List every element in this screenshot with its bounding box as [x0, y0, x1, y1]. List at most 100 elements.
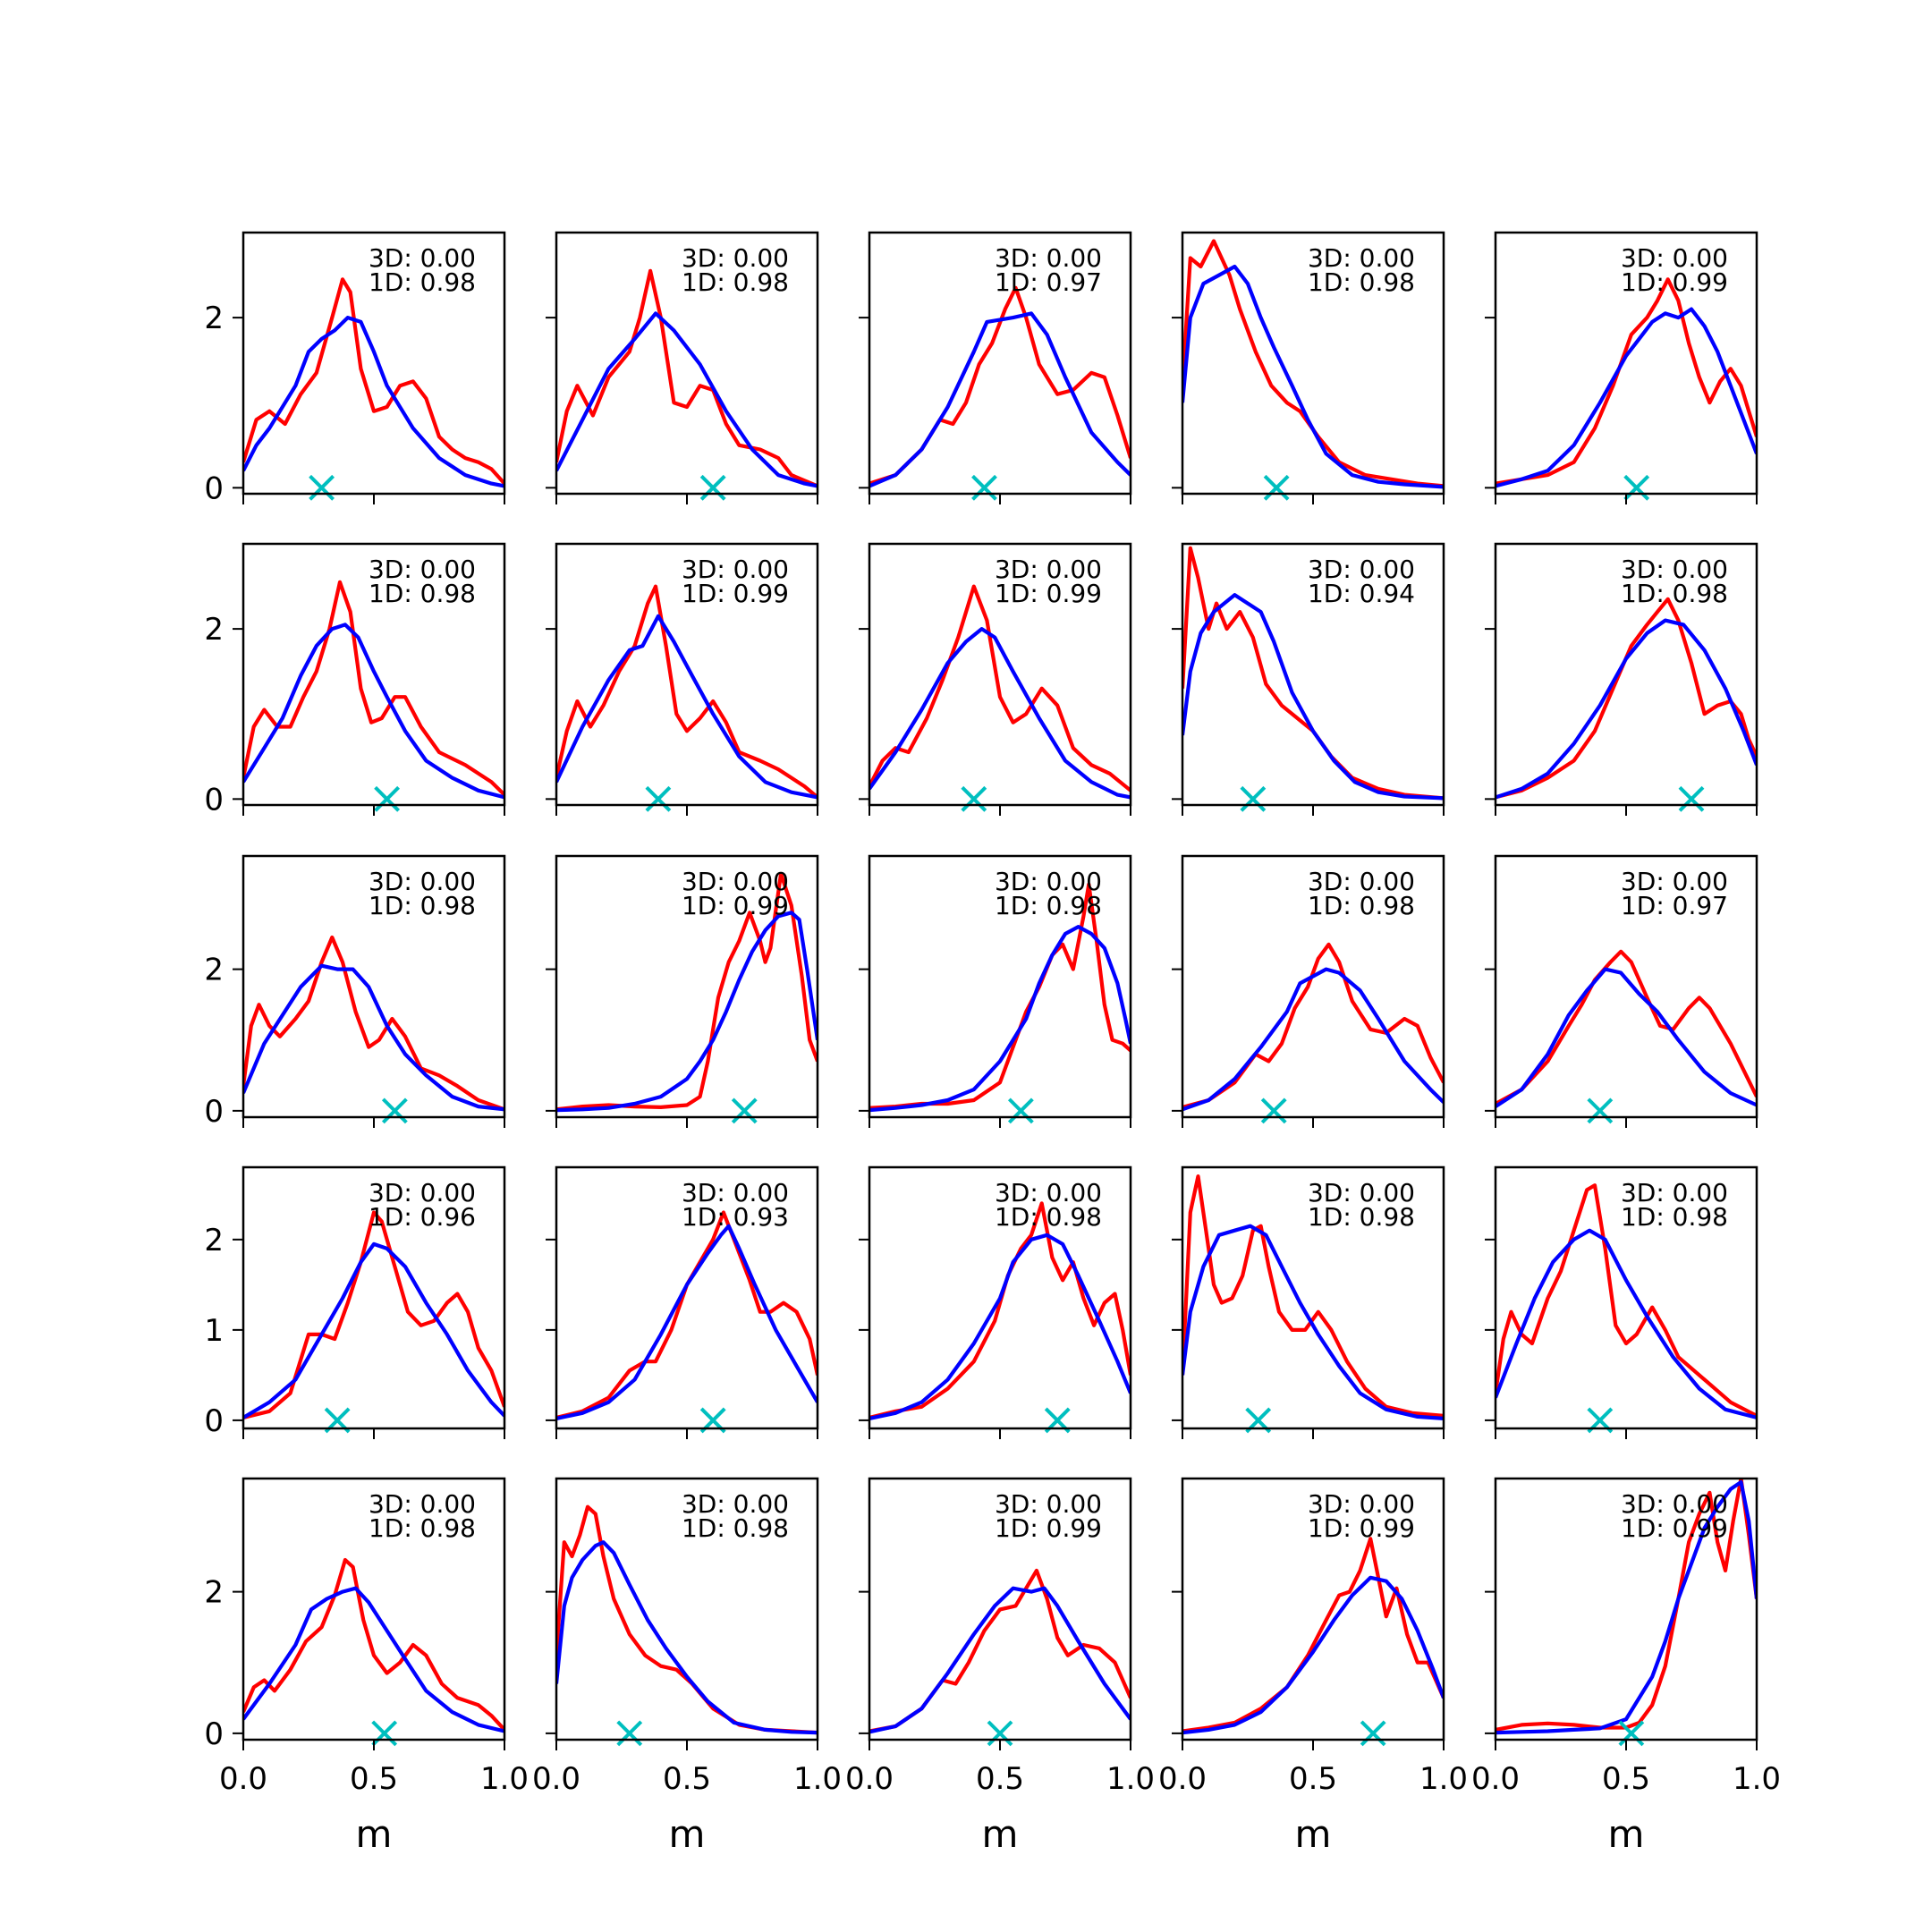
red-density-curve — [556, 584, 818, 800]
annotation-1d: 1D: 0.98 — [995, 1202, 1102, 1232]
blue-density-curve — [1496, 1479, 1757, 1735]
true-value-marker — [381, 1097, 408, 1124]
true-value-marker — [1587, 1097, 1614, 1124]
blue-density-curve — [869, 626, 1131, 800]
x-tick-label: 1.0 — [1419, 1761, 1468, 1797]
y-tick-label: 2 — [204, 1223, 224, 1258]
annotation-1d: 1D: 0.97 — [995, 267, 1102, 297]
annotation-3d: 3D: 0.00 — [682, 243, 789, 273]
blue-density-curve — [556, 614, 818, 800]
marker-stroke — [1360, 1720, 1386, 1747]
red-density-curve — [1182, 239, 1444, 488]
red-density-curve — [1182, 546, 1444, 801]
true-value-marker — [1360, 1720, 1386, 1747]
marker-stroke — [1587, 1097, 1614, 1124]
annotation-3d: 3D: 0.00 — [1308, 867, 1415, 896]
annotation-1d: 1D: 0.99 — [1621, 1513, 1728, 1543]
marker-stroke — [371, 1720, 398, 1747]
annotation-3d: 3D: 0.00 — [1621, 867, 1728, 896]
marker-stroke — [374, 785, 401, 812]
annotation-1d: 1D: 0.99 — [682, 891, 789, 920]
annotation-3d: 3D: 0.00 — [682, 1489, 789, 1519]
red-density-curve — [556, 871, 818, 1112]
y-tick-label: 2 — [204, 612, 224, 648]
true-value-marker — [1623, 474, 1650, 501]
red-density-curve — [556, 268, 818, 488]
blue-density-curve — [1182, 1575, 1444, 1735]
x-tick-label: 0.0 — [845, 1761, 894, 1797]
blue-density-curve — [1496, 1228, 1757, 1419]
marker-stroke — [1618, 1720, 1645, 1747]
red-density-curve — [1182, 1537, 1444, 1733]
x-tick-label: 0.0 — [532, 1761, 580, 1797]
annotation-1d: 1D: 0.99 — [995, 579, 1102, 608]
blue-density-curve — [1496, 967, 1757, 1108]
annotation-1d: 1D: 0.98 — [1621, 579, 1728, 608]
x-axis-label: m — [1608, 1812, 1645, 1856]
x-tick-label: 0.5 — [1602, 1761, 1650, 1797]
red-density-curve — [1496, 277, 1757, 486]
annotation-1d: 1D: 0.99 — [682, 579, 789, 608]
blue-density-curve — [1182, 592, 1444, 801]
blue-density-curve — [556, 911, 818, 1113]
annotation-3d: 3D: 0.00 — [1621, 243, 1728, 273]
marker-stroke — [1623, 474, 1650, 501]
annotation-3d: 3D: 0.00 — [995, 867, 1102, 896]
x-tick-label: 1.0 — [1106, 1761, 1155, 1797]
y-tick-label: 1 — [204, 1313, 224, 1349]
blue-density-curve — [869, 311, 1131, 488]
annotation-3d: 3D: 0.00 — [1621, 1489, 1728, 1519]
marker-stroke — [1260, 1097, 1287, 1124]
x-tick-label: 0.0 — [1158, 1761, 1207, 1797]
annotation-1d: 1D: 0.98 — [1308, 267, 1415, 297]
x-axis-label: m — [982, 1812, 1019, 1856]
blue-density-curve — [1182, 967, 1444, 1112]
red-density-curve — [869, 584, 1131, 792]
red-density-curve — [243, 580, 504, 797]
marker-stroke — [616, 1720, 643, 1747]
marker-stroke — [971, 474, 997, 501]
x-axis-label: m — [1295, 1812, 1332, 1856]
blue-density-curve — [243, 1241, 504, 1419]
x-tick-label: 0.0 — [1471, 1761, 1520, 1797]
red-density-curve — [1496, 1183, 1757, 1418]
blue-density-curve — [1496, 618, 1757, 800]
true-value-marker — [1618, 1720, 1645, 1747]
true-value-marker — [1263, 474, 1290, 501]
marker-stroke — [645, 785, 672, 812]
annotation-1d: 1D: 0.97 — [1621, 891, 1728, 920]
y-tick-label: 2 — [204, 301, 224, 336]
red-density-curve — [243, 1557, 504, 1732]
y-tick-label: 0 — [204, 1716, 224, 1752]
red-density-curve — [243, 1210, 504, 1419]
red-density-curve — [1496, 597, 1757, 800]
annotation-3d: 3D: 0.00 — [369, 1489, 476, 1519]
x-tick-label: 1.0 — [793, 1761, 842, 1797]
x-tick-label: 0.5 — [1289, 1761, 1337, 1797]
x-tick-label: 0.5 — [663, 1761, 711, 1797]
x-tick-label: 0.5 — [976, 1761, 1024, 1797]
blue-density-curve — [556, 311, 818, 488]
annotation-3d: 3D: 0.00 — [369, 1178, 476, 1208]
annotation-1d: 1D: 0.98 — [369, 891, 476, 920]
annotation-3d: 3D: 0.00 — [995, 1489, 1102, 1519]
y-tick-label: 2 — [204, 953, 224, 988]
true-value-marker — [374, 785, 401, 812]
marker-stroke — [309, 474, 335, 501]
true-value-marker — [731, 1097, 758, 1124]
red-density-curve — [556, 1210, 818, 1419]
annotation-1d: 1D: 0.96 — [369, 1202, 476, 1232]
marker-stroke — [381, 1097, 408, 1124]
annotation-3d: 3D: 0.00 — [369, 555, 476, 584]
annotation-3d: 3D: 0.00 — [1621, 555, 1728, 584]
blue-density-curve — [869, 1586, 1131, 1734]
